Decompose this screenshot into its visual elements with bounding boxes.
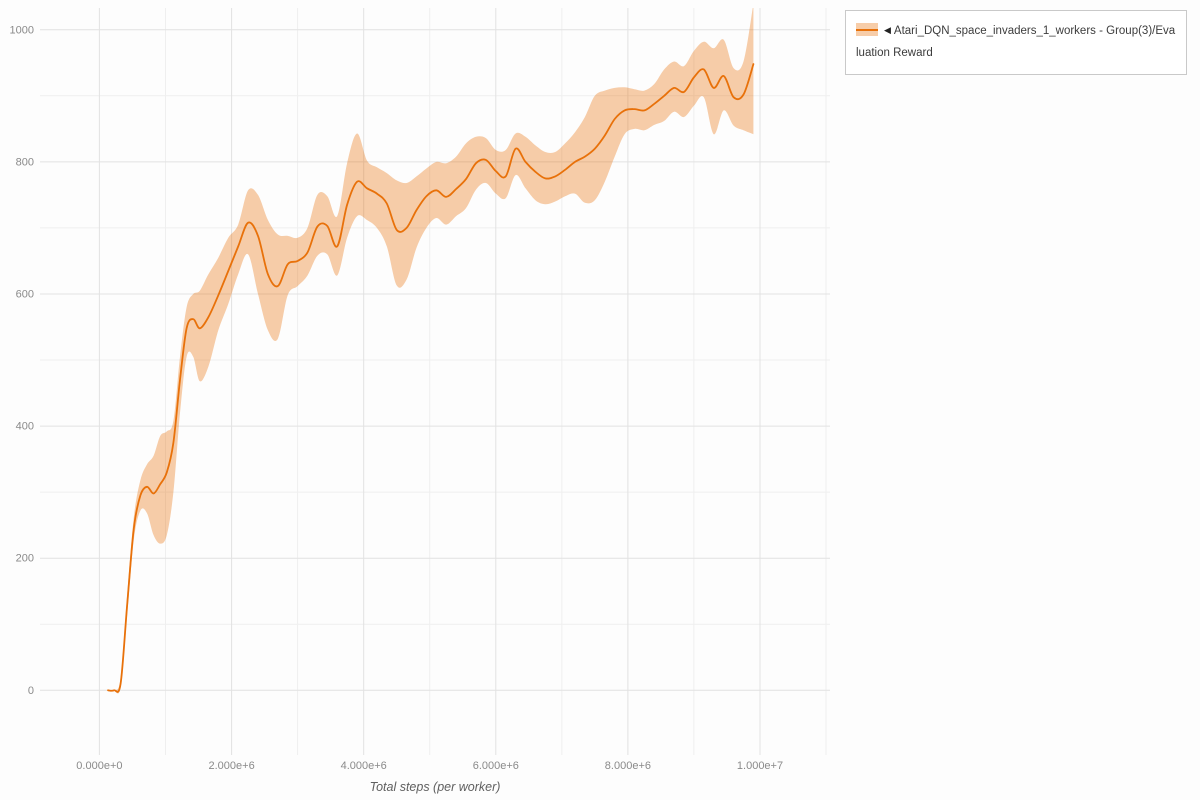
x-tick-label: 8.000e+6 — [605, 760, 651, 772]
legend-series-label: Atari_DQN_space_invaders_1_workers - Gro… — [856, 25, 1176, 60]
x-tick-label: 1.000e+7 — [737, 760, 783, 772]
legend-item[interactable]: ◀ Atari_DQN_space_invaders_1_workers - Gr… — [856, 20, 1176, 65]
y-tick-label: 400 — [16, 421, 34, 433]
series-line[interactable] — [107, 63, 755, 693]
legend-series-swatch-icon — [856, 23, 878, 36]
y-tick-label: 800 — [16, 156, 34, 168]
confidence-band — [108, 8, 754, 694]
x-tick-label: 6.000e+6 — [473, 760, 519, 772]
axis-tick-labels: 0 200 400 600 800 1000 0.000e+0 2.000e+6 4.000e+… — [10, 24, 784, 772]
x-tick-label: 2.000e+6 — [209, 760, 255, 772]
x-tick-label: 4.000e+6 — [341, 760, 387, 772]
chart-canvas[interactable]: 0 200 400 600 800 1000 0.000e+0 2.000e+6 4.000e+… — [0, 0, 840, 800]
y-tick-label: 200 — [16, 553, 34, 565]
x-tick-label: 0.000e+0 — [76, 760, 122, 772]
legend-collapse-icon[interactable]: ◀ — [884, 25, 891, 35]
gridlines — [40, 8, 830, 755]
y-tick-label: 600 — [16, 289, 34, 301]
legend-swatch-line-icon — [856, 28, 878, 31]
y-tick-label: 1000 — [10, 24, 34, 36]
y-tick-label: 0 — [28, 685, 34, 697]
legend: ◀ Atari_DQN_space_invaders_1_workers - Gr… — [845, 10, 1187, 75]
x-axis-label: Total steps (per worker) — [370, 780, 501, 794]
